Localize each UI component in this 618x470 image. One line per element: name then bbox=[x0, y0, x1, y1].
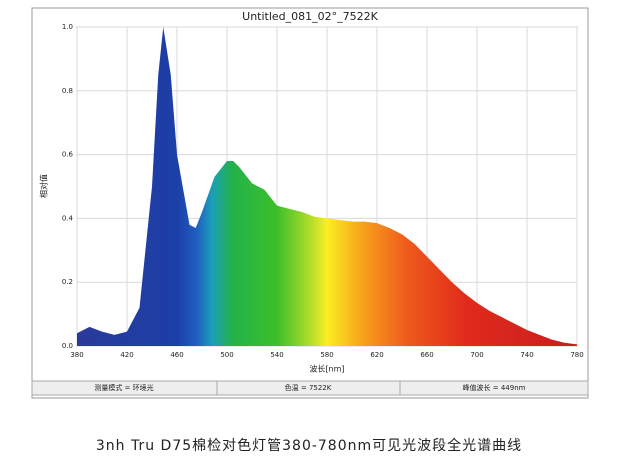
x-tick-label: 700 bbox=[470, 351, 483, 359]
y-tick-label: 0.8 bbox=[62, 87, 73, 95]
x-tick-label: 420 bbox=[120, 351, 133, 359]
x-tick-label: 380 bbox=[70, 351, 83, 359]
x-tick-label: 740 bbox=[520, 351, 533, 359]
x-tick-label: 460 bbox=[170, 351, 183, 359]
status-mode: 测量模式 = 环境光 bbox=[94, 383, 153, 392]
y-tick-label: 0.4 bbox=[62, 214, 74, 222]
x-tick-label: 660 bbox=[420, 351, 433, 359]
status-bar bbox=[31, 380, 589, 396]
chart-title: Untitled_081_02°_7522K bbox=[242, 10, 378, 23]
y-tick-label: 0.6 bbox=[62, 151, 74, 159]
x-tick-label: 580 bbox=[320, 351, 333, 359]
status-peak: 峰值波长 = 449nm bbox=[463, 383, 526, 392]
spectrum-area bbox=[77, 27, 577, 346]
x-tick-label: 500 bbox=[220, 351, 233, 359]
y-tick-label: 1.0 bbox=[62, 23, 73, 31]
y-tick-label: 0.2 bbox=[62, 278, 73, 286]
x-tick-label: 540 bbox=[270, 351, 283, 359]
x-axis-label: 波长[nm] bbox=[309, 364, 344, 374]
caption: 3nh Tru D75棉检对色灯管380-780nm可见光波段全光谱曲线 bbox=[96, 437, 522, 454]
x-tick-label: 780 bbox=[570, 351, 583, 359]
status-cct: 色温 = 7522K bbox=[285, 383, 332, 392]
marks bbox=[77, 27, 577, 346]
x-tick-label: 620 bbox=[370, 351, 383, 359]
y-tick-label: 0.0 bbox=[62, 342, 73, 350]
y-axis-label: 相对值 bbox=[39, 174, 49, 198]
